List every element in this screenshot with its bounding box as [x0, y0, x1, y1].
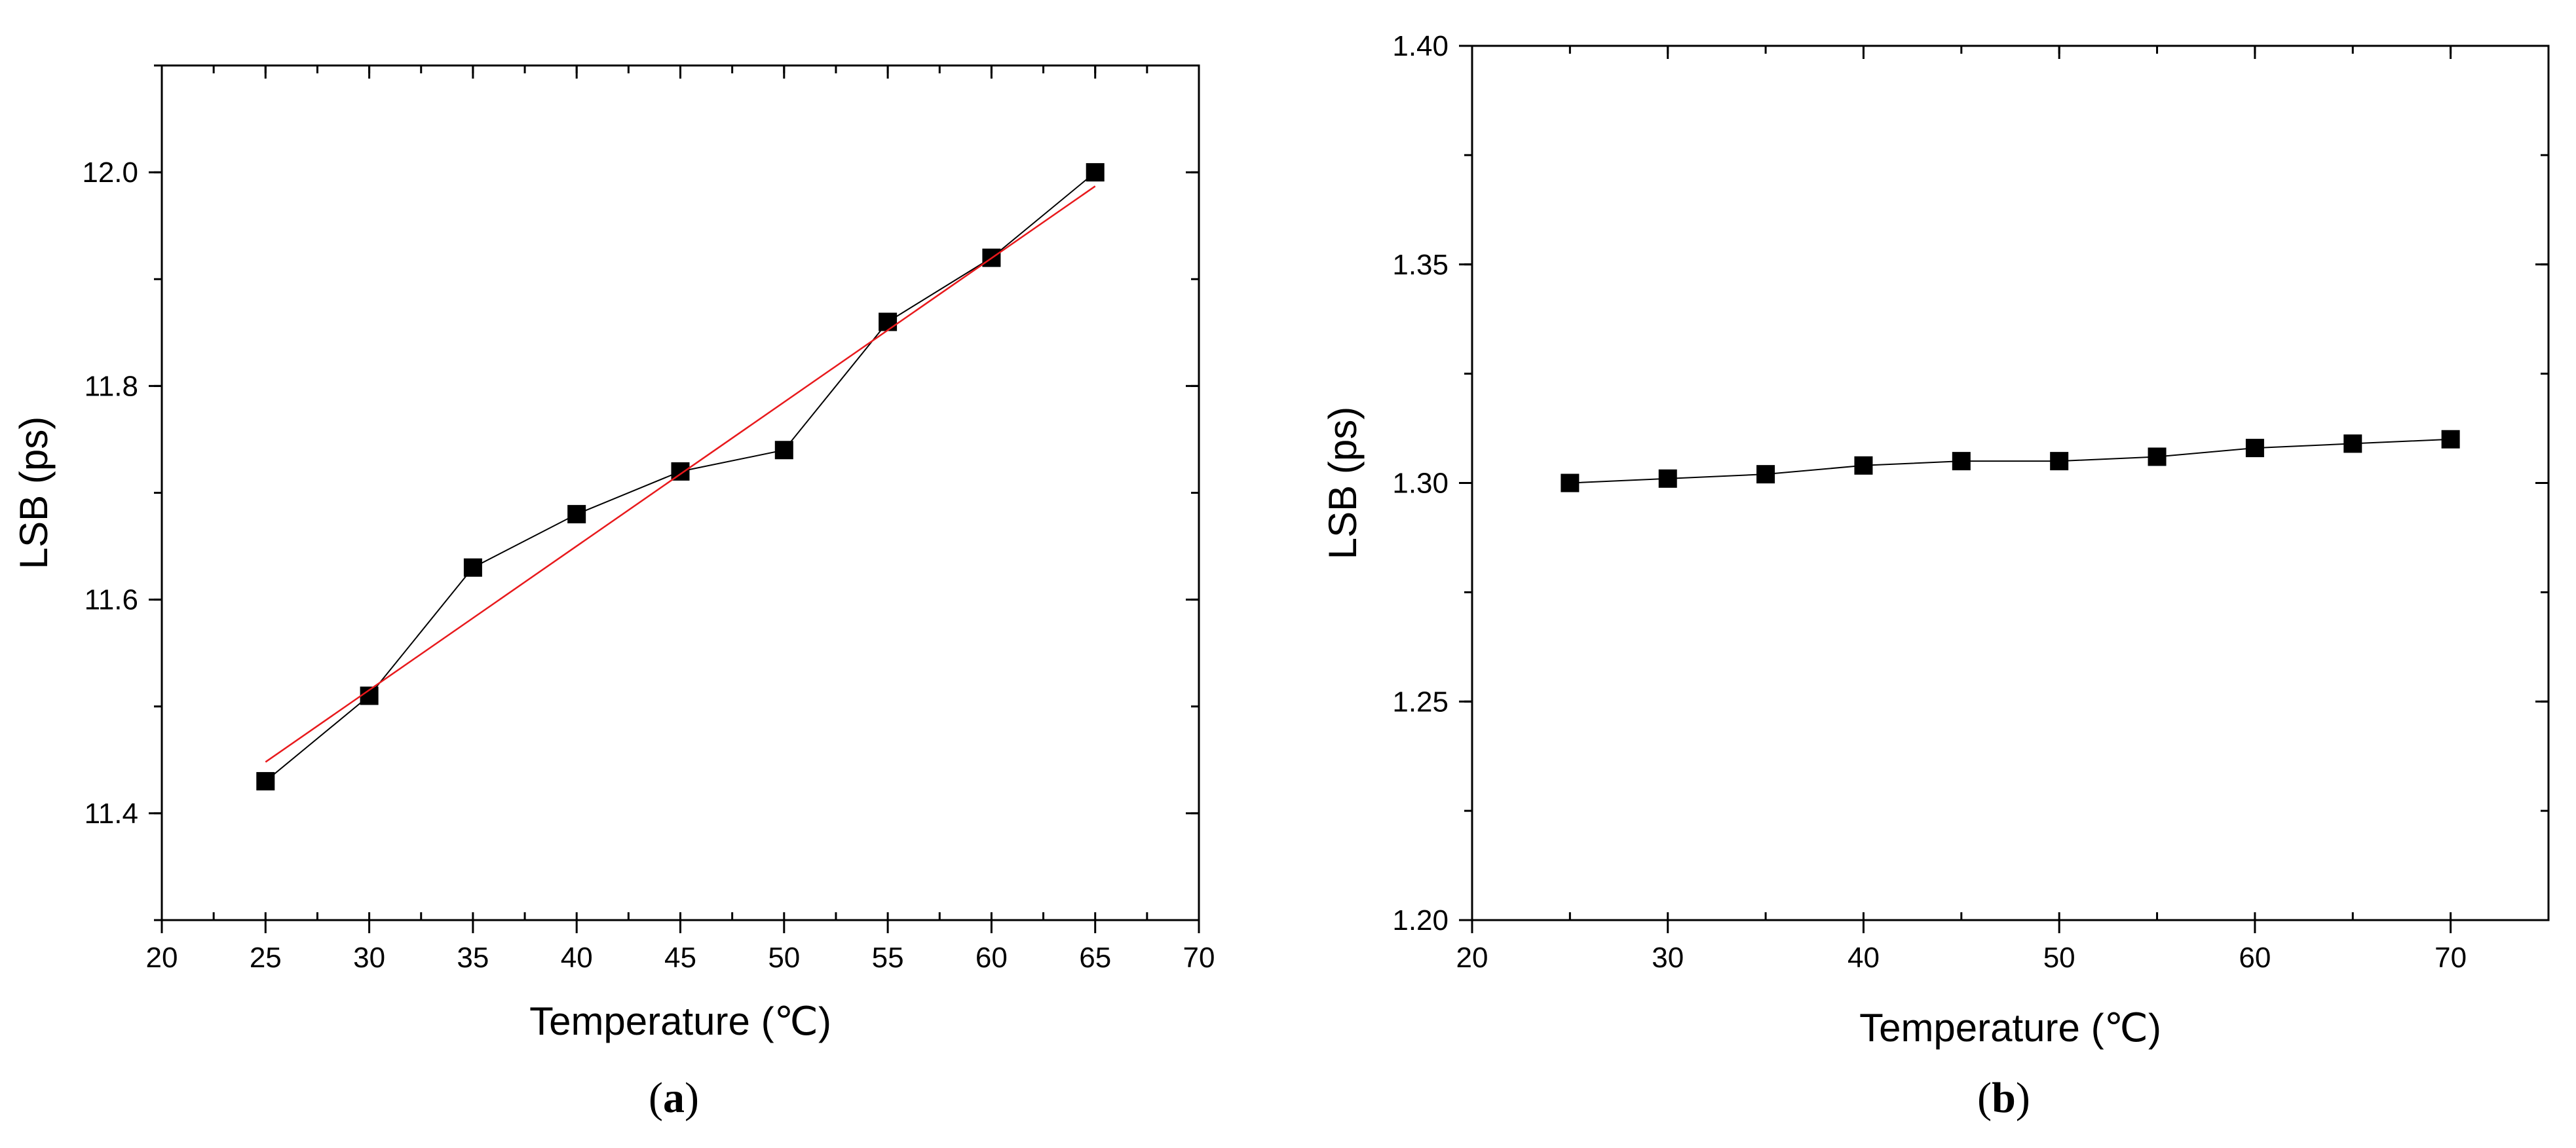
- chart-panel-b: 20 30 40 50 60 70 1.20 1.25 1.30 1.35 1.40 Temperat…: [1321, 30, 2550, 1122]
- x-tick-label: 25: [250, 942, 282, 974]
- data-point: [463, 558, 482, 577]
- y-tick-label: 12.0: [82, 157, 138, 189]
- chart-panel-a: 20 25 30 35 40 45 50 55 60 65 70 11.4 11.6 11.8 12.0 Te…: [12, 64, 1215, 1122]
- x-tick-label: 60: [975, 942, 1008, 974]
- x-tick-label: 70: [1183, 942, 1215, 974]
- data-point: [2148, 447, 2167, 466]
- panel-caption: (b): [1977, 1074, 2030, 1122]
- x-tick-label: 50: [2043, 942, 2075, 974]
- data-point: [256, 771, 275, 790]
- y-tick-label: 11.4: [85, 798, 138, 830]
- data-point: [879, 312, 898, 331]
- data-point: [567, 505, 586, 524]
- y-tick-label: 11.8: [85, 370, 138, 402]
- x-tick-label: 70: [2434, 942, 2467, 974]
- x-tick-label: 30: [1652, 942, 1684, 974]
- x-axis-title: Temperature (℃): [1859, 1006, 2161, 1050]
- x-tick-label: 55: [872, 942, 904, 974]
- x-tick-label: 40: [561, 942, 593, 974]
- data-point: [1952, 452, 1971, 471]
- data-point: [2343, 434, 2362, 453]
- x-tick-label: 30: [353, 942, 385, 974]
- y-tick-label: 1.25: [1392, 686, 1449, 718]
- panel-caption: (a): [649, 1074, 699, 1122]
- plot-frame: [1471, 45, 2550, 921]
- data-point: [2441, 430, 2460, 449]
- x-tick-label: 20: [1456, 942, 1488, 974]
- data-point: [1658, 469, 1677, 488]
- fit-line: [265, 185, 1096, 763]
- plot-frame: [161, 64, 1200, 921]
- panel-caption-letter: a: [663, 1074, 685, 1122]
- x-tick-label: 35: [457, 942, 489, 974]
- data-point: [1756, 465, 1775, 484]
- panel-caption-letter: b: [1992, 1074, 2016, 1122]
- data-point: [2245, 439, 2264, 458]
- data-point: [1854, 456, 1873, 475]
- data-point: [774, 441, 793, 460]
- y-axis-title: LSB (ps): [12, 417, 56, 569]
- data-point: [2050, 452, 2069, 471]
- y-tick-label: 1.20: [1392, 904, 1449, 936]
- y-axis-title: LSB (ps): [1321, 407, 1365, 559]
- x-axis-title: Temperature (℃): [529, 999, 831, 1043]
- x-tick-label: 40: [1847, 942, 1880, 974]
- data-point: [1561, 473, 1580, 492]
- x-tick-label: 45: [664, 942, 696, 974]
- x-tick-label: 50: [768, 942, 800, 974]
- y-tick-label: 1.30: [1392, 468, 1449, 500]
- x-tick-label: 60: [2239, 942, 2271, 974]
- y-tick-label: 1.35: [1392, 249, 1449, 281]
- data-point: [1086, 163, 1105, 182]
- y-tick-label: 11.6: [85, 584, 138, 616]
- x-tick-label: 20: [146, 942, 178, 974]
- x-tick-label: 65: [1079, 942, 1111, 974]
- y-tick-label: 1.40: [1392, 30, 1449, 62]
- series-line: [1570, 438, 2451, 484]
